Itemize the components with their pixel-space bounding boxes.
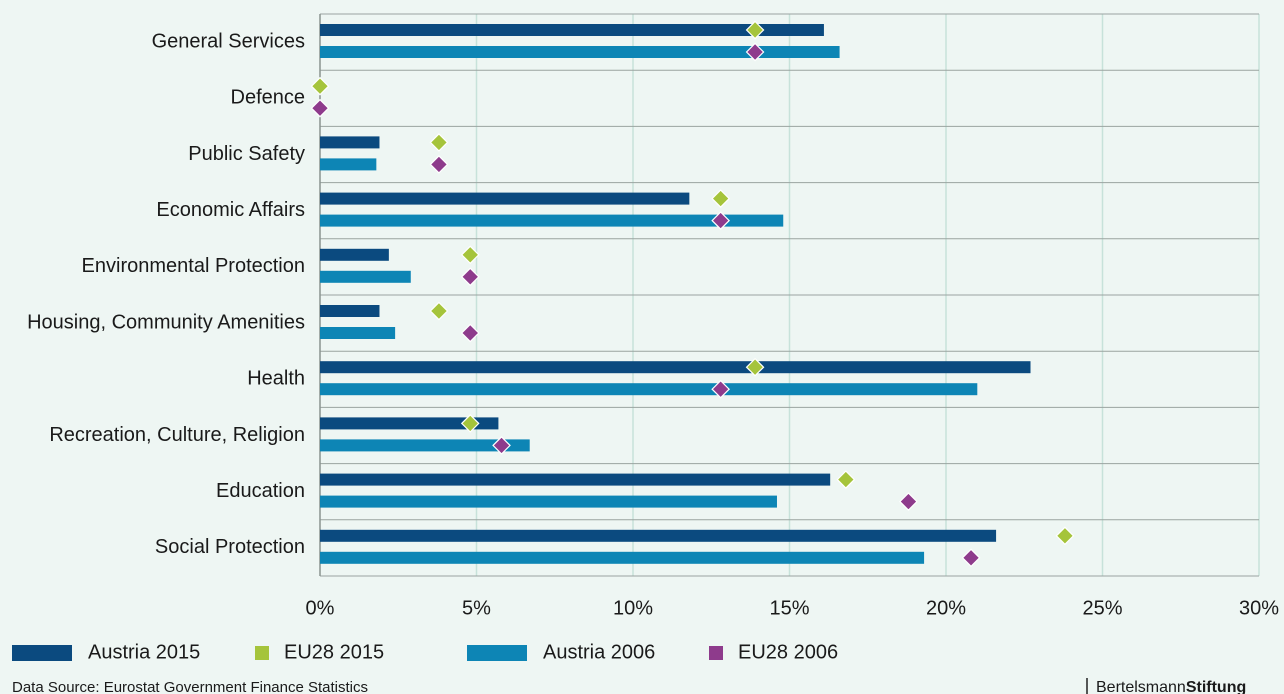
x-tick-label: 5% — [462, 597, 491, 619]
brand-a: Bertelsmann — [1096, 679, 1186, 694]
bar — [320, 383, 978, 396]
category-label: Health — [247, 368, 305, 390]
bar — [320, 158, 377, 171]
marker — [460, 323, 480, 343]
marker — [711, 189, 730, 208]
category-label: Public Safety — [188, 143, 305, 165]
bar — [320, 248, 389, 261]
bar — [320, 192, 690, 205]
marker — [899, 492, 918, 511]
bar — [320, 214, 784, 227]
bar — [320, 417, 499, 430]
legend-swatch — [12, 645, 72, 661]
marker — [429, 155, 449, 174]
bar — [320, 551, 925, 564]
brand: BertelsmannStiftung — [1096, 679, 1246, 694]
category-label: Social Protection — [155, 536, 305, 558]
legend-label: EU28 2006 — [738, 641, 838, 663]
x-tick-label: 25% — [1082, 597, 1122, 619]
bar — [320, 136, 380, 149]
bar — [320, 305, 380, 317]
marker — [745, 42, 765, 62]
category-label: Education — [216, 480, 305, 502]
source: Data Source: Eurostat Government Finance… — [12, 679, 368, 694]
marker — [460, 414, 480, 433]
bar — [320, 46, 840, 58]
bar — [320, 327, 396, 339]
marker — [429, 301, 449, 321]
x-tick-label: 10% — [613, 597, 653, 619]
marker — [836, 470, 856, 489]
marker — [745, 357, 765, 377]
marker — [429, 133, 449, 152]
category-label: General Services — [152, 30, 305, 52]
bar — [320, 270, 411, 283]
category-label: Housing, Community Amenities — [27, 311, 305, 333]
bar — [320, 495, 777, 508]
bar — [320, 439, 530, 452]
marker — [961, 548, 981, 568]
category-label: Economic Affairs — [156, 199, 305, 221]
marker — [711, 211, 730, 230]
category-label: Recreation, Culture, Religion — [49, 424, 305, 446]
marker — [1055, 526, 1075, 546]
x-tick-label: 30% — [1239, 597, 1279, 619]
category-label: Defence — [231, 87, 306, 109]
brand-b: Stiftung — [1186, 679, 1246, 694]
legend-swatch — [709, 646, 723, 660]
category-label: Environmental Protection — [82, 255, 305, 277]
marker — [711, 379, 730, 399]
legend-label: Austria 2006 — [543, 641, 655, 663]
legend-label: Austria 2015 — [88, 641, 200, 663]
marker — [492, 436, 511, 455]
bar — [320, 529, 997, 542]
bar — [320, 361, 1031, 374]
legend-swatch — [467, 645, 527, 661]
x-tick-label: 0% — [306, 597, 335, 619]
marker — [745, 20, 765, 40]
legend-swatch — [255, 646, 269, 660]
marker — [310, 76, 330, 96]
bar — [320, 473, 831, 486]
marker — [310, 98, 330, 118]
bar — [320, 24, 824, 36]
x-tick-label: 15% — [769, 597, 809, 619]
marker — [460, 245, 480, 265]
marker — [460, 267, 480, 287]
legend-label: EU28 2015 — [284, 641, 384, 663]
x-tick-label: 20% — [926, 597, 966, 619]
